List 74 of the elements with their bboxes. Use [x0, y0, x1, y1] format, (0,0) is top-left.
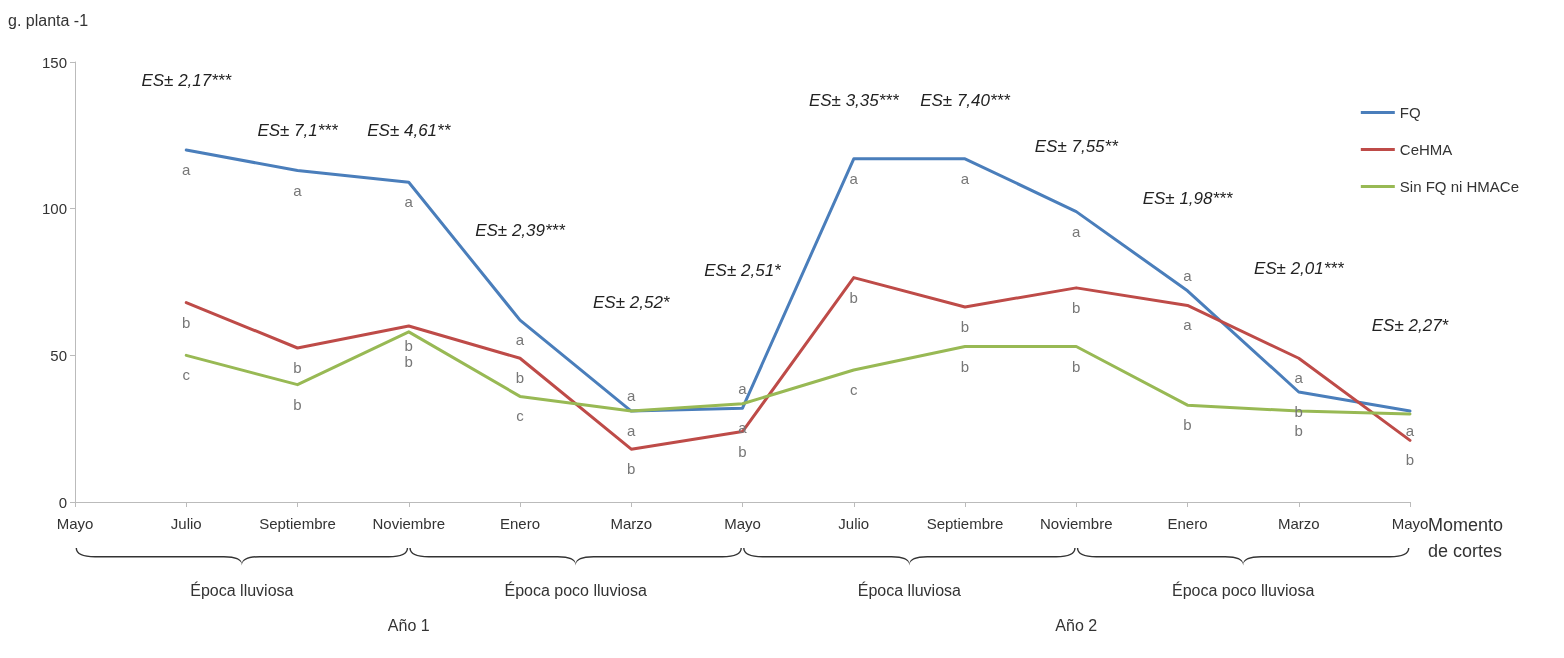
text: Época poco lluviosa — [1171, 580, 1315, 599]
data-label: a — [960, 169, 970, 187]
annotation: ES± 7,55** — [1034, 136, 1120, 156]
x-tick-label: Marzo — [610, 515, 653, 532]
data-label: a — [627, 422, 637, 440]
x-tick-label: Enero — [1167, 515, 1208, 532]
x-tick-label: Julio — [838, 515, 870, 532]
annotation: ES± 2,39*** — [475, 220, 567, 240]
annotation: ES± 7,1*** — [257, 120, 339, 140]
data-label: b — [293, 395, 302, 413]
data-label: c — [182, 366, 191, 384]
data-label: b — [1405, 451, 1415, 469]
annotation: ES± 1,98*** — [1142, 188, 1234, 208]
data-label: a — [404, 193, 414, 211]
x-tick-label: Septiembre — [259, 515, 336, 532]
data-label: a — [182, 161, 192, 178]
legend-label: Sin FQ ni HMACe — [1399, 178, 1520, 195]
data-label: b — [1294, 422, 1303, 440]
data-label: b — [738, 442, 747, 460]
text: Época lluviosa — [190, 580, 294, 599]
annotation: ES± 2,01*** — [1253, 258, 1345, 278]
text: Época poco lluviosa — [504, 580, 647, 599]
legend-label: CeHMA — [1399, 141, 1453, 158]
data-label: a — [293, 181, 303, 199]
annotation: ES± 4,61** — [367, 120, 452, 140]
data-label: a — [1183, 266, 1193, 284]
y-tick-label: 50 — [50, 346, 67, 364]
data-label: a — [1294, 369, 1304, 387]
legend-label: FQ — [1399, 104, 1421, 121]
data-label: b — [404, 353, 413, 370]
text: Año 2 — [1055, 616, 1098, 634]
data-label: c — [516, 407, 525, 425]
data-label: b — [960, 357, 970, 375]
x-tick-label: Mayo — [56, 515, 94, 532]
annotation: ES± 3,35*** — [808, 90, 900, 110]
data-label: a — [515, 331, 525, 349]
data-label: b — [1072, 298, 1081, 316]
y-tick-label: 150 — [41, 53, 67, 71]
text: Año 1 — [387, 616, 430, 634]
text: Época lluviosa — [857, 580, 962, 599]
data-label: b — [404, 337, 413, 354]
x-tick-label: Noviembre — [372, 515, 446, 532]
x-tick-label: Mayo — [724, 515, 761, 532]
data-label: b — [182, 313, 191, 331]
x-tick-label: Marzo — [1277, 515, 1320, 532]
data-label: b — [293, 359, 302, 376]
annotation: ES± 2,52* — [593, 292, 671, 312]
annotation: ES± 7,40*** — [920, 90, 1012, 110]
x-tick-label: Noviembre — [1039, 515, 1113, 532]
data-label: a — [738, 379, 748, 397]
x-axis-title: Momento de cortes — [1428, 515, 1504, 561]
x-tick-label: Julio — [170, 515, 202, 532]
data-label: a — [1405, 422, 1415, 440]
annotation: ES± 2,51* — [704, 260, 783, 280]
data-label: b — [1072, 357, 1081, 375]
annotation: ES± 2,17*** — [141, 70, 233, 90]
y-axis-title: g. planta -1 — [8, 11, 89, 29]
x-tick-label: Enero — [499, 515, 541, 532]
x-tick-label: Septiembre — [926, 515, 1004, 532]
x-tick-label: Mayo — [1391, 515, 1429, 532]
data-label: a — [1072, 222, 1082, 240]
data-label: b — [849, 288, 858, 306]
data-label: b — [1183, 416, 1192, 434]
y-tick-label: 100 — [41, 200, 67, 218]
y-tick-label: 0 — [58, 493, 67, 511]
data-label: a — [738, 419, 748, 437]
data-label: b — [627, 460, 636, 478]
data-label: a — [1183, 316, 1193, 334]
data-label: a — [627, 387, 637, 405]
data-label: c — [850, 381, 858, 398]
data-label: b — [960, 317, 970, 335]
annotation: ES± 2,27* — [1371, 315, 1450, 335]
data-label: a — [849, 169, 859, 187]
data-label: b — [515, 369, 525, 387]
